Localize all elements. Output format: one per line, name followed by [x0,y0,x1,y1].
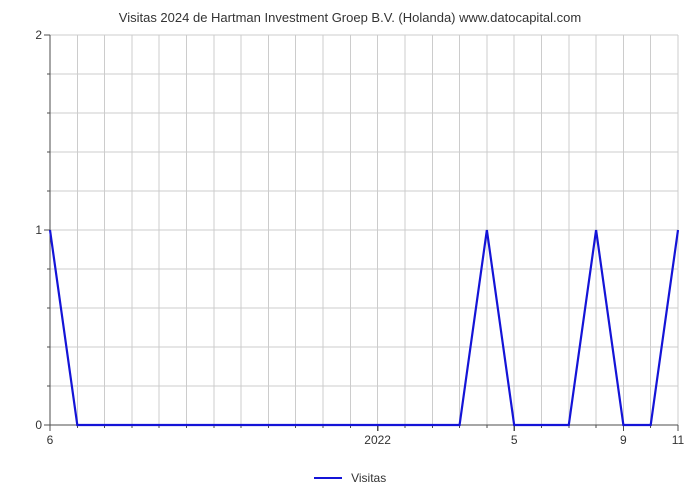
x-tick-label: 6 [20,433,80,447]
chart-wrapper: { "chart": { "type": "line", "title": "V… [0,0,700,500]
legend-line [314,477,342,479]
x-tick-label: 2022 [348,433,408,447]
x-tick-label: 5 [484,433,544,447]
y-tick-label: 2 [12,28,42,42]
y-tick-label: 0 [12,418,42,432]
x-tick-label: 11 [648,433,700,447]
y-tick-label: 1 [12,223,42,237]
legend-label: Visitas [351,471,386,485]
chart-title: Visitas 2024 de Hartman Investment Groep… [0,10,700,25]
legend: Visitas [0,470,700,485]
x-tick-label: 9 [593,433,653,447]
chart-svg [0,0,700,500]
